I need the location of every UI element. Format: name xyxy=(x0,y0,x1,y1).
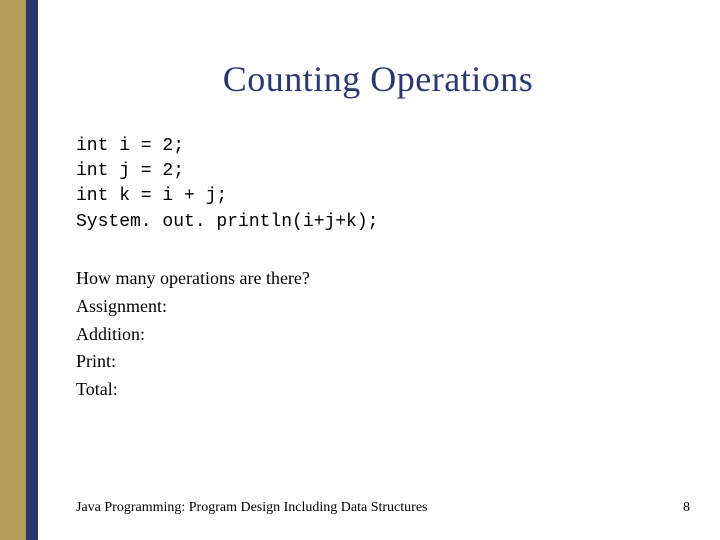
code-line: int i = 2; xyxy=(76,136,184,156)
code-line: int j = 2; xyxy=(76,161,184,181)
code-block: int i = 2; int j = 2; int k = i + j; Sys… xyxy=(76,134,680,235)
question-line: Print: xyxy=(76,348,680,376)
code-line: int k = i + j; xyxy=(76,186,227,206)
footer-text: Java Programming: Program Design Includi… xyxy=(76,500,690,516)
content-area: Counting Operations int i = 2; int j = 2… xyxy=(38,0,720,540)
question-line: How many operations are there? xyxy=(76,265,680,293)
question-line: Addition: xyxy=(76,321,680,349)
code-line: System. out. println(i+j+k); xyxy=(76,212,378,232)
question-line: Total: xyxy=(76,376,680,404)
left-bar-gold xyxy=(0,0,26,540)
question-line: Assignment: xyxy=(76,293,680,321)
question-block: How many operations are there? Assignmen… xyxy=(76,265,680,404)
left-bar-blue xyxy=(26,0,38,540)
slide-title: Counting Operations xyxy=(76,58,680,100)
page-number: 8 xyxy=(683,500,690,516)
